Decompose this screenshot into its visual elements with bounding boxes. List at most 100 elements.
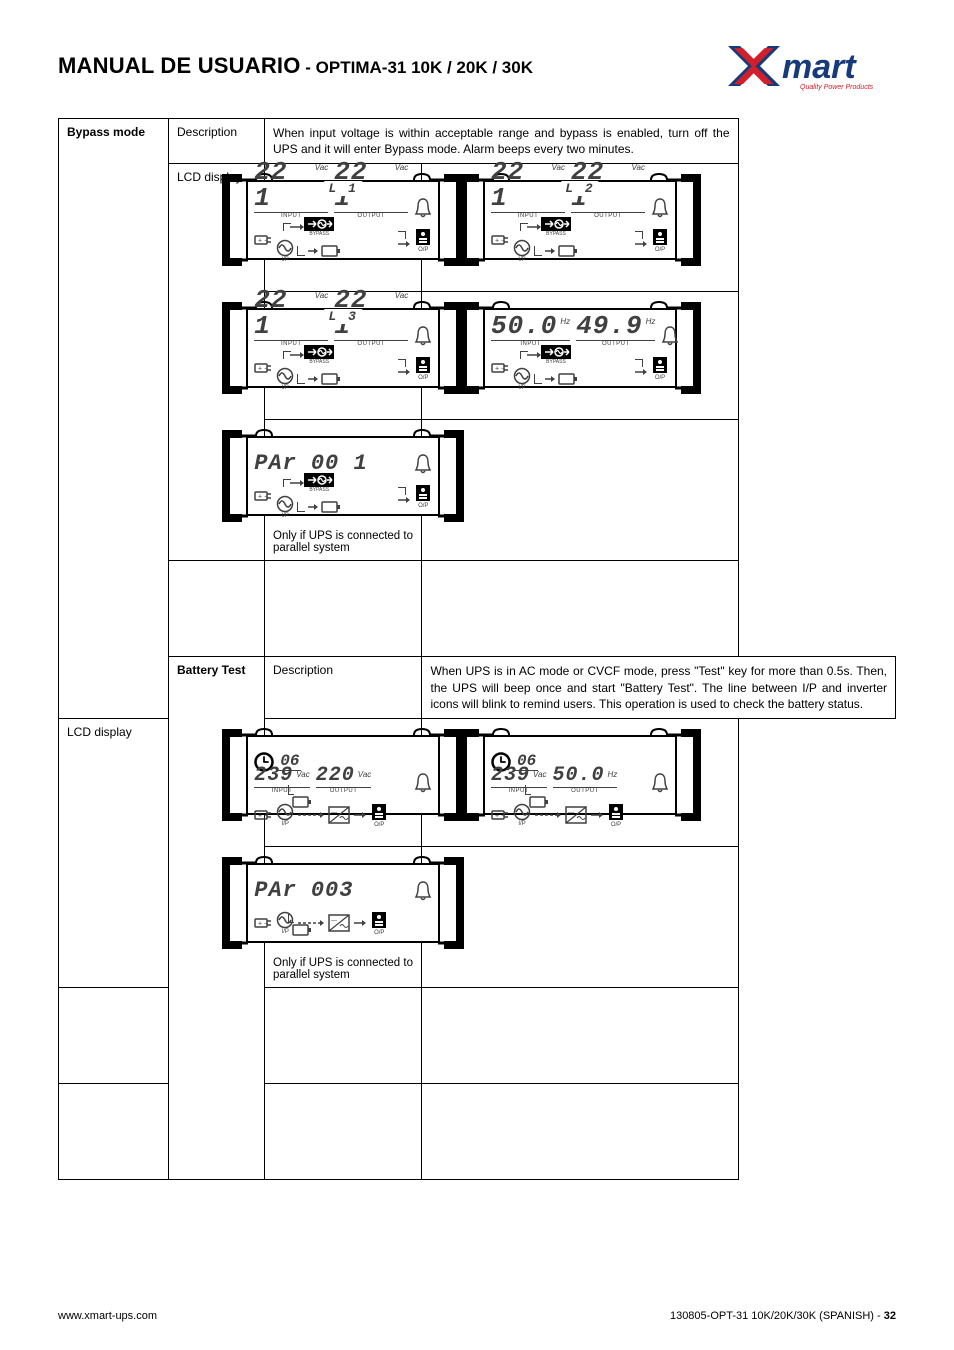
bypass-desc-label: Description (169, 119, 265, 164)
svg-text:—: — (331, 918, 337, 924)
page-header: MANUAL DE USUARIO - OPTIMA-31 10K / 20K … (58, 40, 896, 92)
lcd-panel: 50.0HzINPUT 49.9HzOUTPUT + − BYPASS I/P (455, 298, 705, 398)
par-value: 003 (311, 880, 354, 902)
svg-text:+ −: + − (258, 920, 268, 927)
lcd-screen: L 3 22 1VacINPUT 22 1VacOUTPUT + − BYPAS… (246, 308, 440, 388)
input-value: 239 (491, 766, 530, 786)
load-icon (370, 910, 388, 930)
load-icon (651, 355, 669, 375)
lcd-screen: L 1 22 1VacINPUT 22 1VacOUTPUT + − BYPAS… (246, 180, 440, 260)
input-value: 22 1 (254, 159, 312, 211)
bypass-empty-2 (265, 561, 422, 657)
output-value: 50.0 (553, 766, 605, 786)
par-label: PAr (254, 453, 297, 475)
battery-lcd-label: LCD display (59, 718, 169, 987)
bypass-icon (541, 345, 571, 359)
bypass-panel-par: PAr 00 1 + − BYPASS I/P (265, 420, 422, 561)
load-icon (370, 802, 388, 822)
battery-panel-2: 06 239VacINPUT 50.0HzOUTPUT + − I/P — O/… (422, 718, 738, 846)
battery-icon (529, 795, 549, 809)
sine-icon (513, 239, 531, 257)
footer-url: www.xmart-ups.com (58, 1310, 157, 1322)
header-title-block: MANUAL DE USUARIO - OPTIMA-31 10K / 20K … (58, 53, 533, 79)
lcd-screen: 50.0HzINPUT 49.9HzOUTPUT + − BYPASS I/P (483, 308, 677, 388)
battery-icon (321, 244, 341, 258)
plug-icon: + − (254, 361, 272, 375)
bypass-label: Bypass mode (67, 125, 145, 139)
lcd-panel: 06 239VacINPUT 50.0HzOUTPUT + − I/P — O/… (455, 725, 705, 825)
battery-empty-4 (265, 1083, 422, 1179)
modes-table: Bypass mode Description When input volta… (58, 118, 896, 1180)
plug-icon: + − (254, 489, 272, 503)
sine-icon (276, 367, 294, 385)
plug-icon: + − (254, 808, 272, 822)
battery-par-caption: Only if UPS is connected to parallel sys… (273, 957, 413, 981)
phase-label: L 2 (561, 181, 598, 196)
footer-docid: 130805-OPT-31 10K/20K/30K (SPANISH) - 32 (670, 1310, 896, 1322)
battery-description-cell: When UPS is in AC mode or CVCF mode, pre… (422, 657, 896, 719)
bypass-icon (541, 217, 571, 231)
battery-empty-3 (422, 987, 738, 1083)
bypass-description: When input voltage is within acceptable … (273, 125, 730, 157)
svg-text:+ −: + − (495, 238, 505, 245)
svg-text:+ −: + − (495, 366, 505, 373)
lcd-screen: PAr 00 1 + − BYPASS I/P (246, 436, 440, 516)
input-value: 22 1 (491, 159, 549, 211)
bypass-empty-3 (422, 561, 738, 657)
plug-icon: + − (254, 916, 272, 930)
plug-icon: + − (491, 233, 509, 247)
header-title: MANUAL DE USUARIO (58, 53, 301, 78)
lcd-screen: PAr 003 + − I/P — O/P (246, 863, 440, 943)
bypass-empty-1 (422, 420, 738, 561)
output-value: 49.9 (576, 313, 642, 339)
lcd-panel: L 2 22 1VacINPUT 22 1VacOUTPUT + − BYPAS… (455, 170, 705, 270)
bypass-panel-hz: 50.0HzINPUT 49.9HzOUTPUT + − BYPASS I/P (422, 292, 738, 420)
svg-text:+ −: + − (258, 494, 268, 501)
battery-desc-label: Description (265, 657, 422, 719)
output-value: 220 (316, 766, 355, 786)
mute-icon (651, 772, 669, 794)
lcd-screen: 06 239VacINPUT 50.0HzOUTPUT + − I/P — O/… (483, 735, 677, 815)
sine-icon (276, 495, 294, 513)
bypass-par-caption: Only if UPS is connected to parallel sys… (273, 530, 413, 554)
svg-text:+ −: + − (258, 238, 268, 245)
sine-icon (513, 367, 531, 385)
bypass-icon (304, 345, 334, 359)
svg-text:—: — (568, 810, 574, 816)
phase-label: L 3 (325, 309, 362, 324)
bypass-icon (304, 217, 334, 231)
bypass-panel-L2: L 2 22 1VacINPUT 22 1VacOUTPUT + − BYPAS… (422, 164, 738, 292)
battery-icon (321, 500, 341, 514)
plug-icon: + − (491, 808, 509, 822)
battery-panel-par: PAr 003 + − I/P — O/P Only if UPS is con… (265, 846, 422, 987)
svg-text:+ −: + − (495, 812, 505, 819)
svg-text:+ −: + − (258, 812, 268, 819)
input-value: 22 1 (254, 287, 312, 339)
phase-label: L 1 (325, 181, 362, 196)
mute-icon (661, 325, 679, 347)
battery-icon (292, 795, 312, 809)
par-value: 00 1 (311, 453, 368, 475)
battery-icon (292, 923, 312, 937)
svg-text:—: — (331, 810, 337, 816)
battery-icon (558, 372, 578, 386)
input-value: 239 (254, 766, 293, 786)
plug-icon: + − (254, 233, 272, 247)
battery-panel-1: 06 239VacINPUT 220VacOUTPUT + − I/P — O/… (265, 718, 422, 846)
battery-empty-1 (422, 846, 738, 987)
mute-icon (651, 197, 669, 219)
par-label: PAr (254, 880, 297, 902)
load-icon (607, 802, 625, 822)
page-footer: www.xmart-ups.com 130805-OPT-31 10K/20K/… (58, 1310, 896, 1322)
lcd-screen: L 2 22 1VacINPUT 22 1VacOUTPUT + − BYPAS… (483, 180, 677, 260)
logo-tagline: Quality Power Products (800, 84, 874, 91)
inverter-icon: — (328, 914, 350, 932)
bypass-label-cell: Bypass mode (59, 119, 169, 719)
inverter-icon: — (565, 806, 587, 824)
battery-description: When UPS is in AC mode or CVCF mode, pre… (430, 663, 887, 712)
lcd-screen: 06 239VacINPUT 220VacOUTPUT + − I/P — O/… (246, 735, 440, 815)
plug-icon: + − (491, 361, 509, 375)
header-subtitle: - OPTIMA-31 10K / 20K / 30K (301, 58, 533, 77)
bypass-panel-L3: L 3 22 1VacINPUT 22 1VacOUTPUT + − BYPAS… (265, 292, 422, 420)
bypass-panel-L1: L 1 22 1VacINPUT 22 1VacOUTPUT + − BYPAS… (265, 164, 422, 292)
